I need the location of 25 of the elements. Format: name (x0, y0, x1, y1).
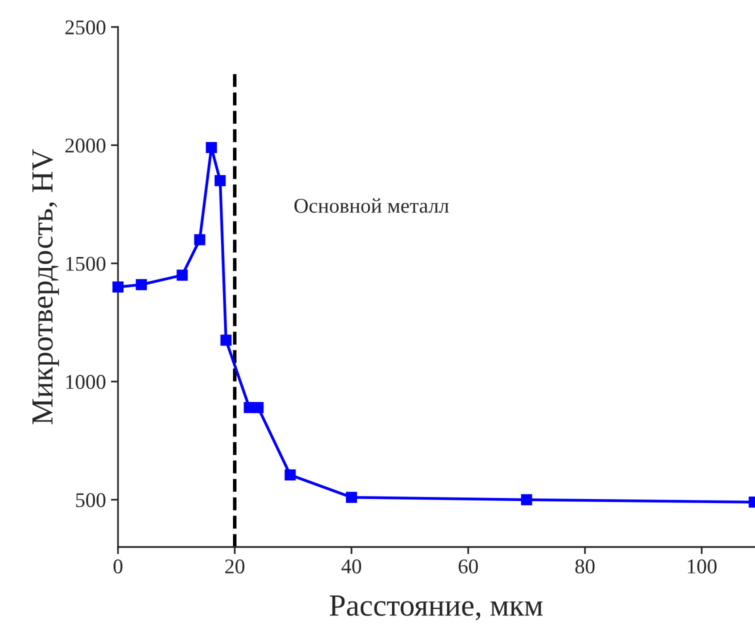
point (220, 334, 232, 346)
x-tick-label: 80 (575, 559, 595, 574)
point (194, 234, 206, 246)
y-tick-label: 500 (76, 493, 106, 508)
y-tick-label: 2000 (65, 138, 106, 153)
x-axis-title: Расстояние, мкм (330, 596, 543, 620)
point (176, 270, 188, 281)
annotation: Основной металл (294, 198, 449, 213)
x-tick-label: 100 (688, 559, 717, 574)
point (521, 494, 532, 506)
point (346, 492, 358, 503)
point (136, 279, 147, 290)
y-tick-label: 1000 (66, 374, 106, 389)
point (112, 281, 124, 293)
x-tick-label: 20 (225, 559, 244, 574)
point (252, 402, 264, 414)
y-tick-label: 2500 (65, 20, 106, 34)
point (214, 175, 226, 186)
y-tick-label: 1500 (66, 256, 106, 271)
point (284, 469, 296, 480)
x-tick-label: 40 (341, 559, 362, 574)
point (206, 142, 217, 154)
x-tick-label: 0 (114, 559, 122, 574)
x-tick-label: 60 (458, 559, 478, 574)
y-axis-title: Микротвердость, HV (32, 149, 59, 424)
